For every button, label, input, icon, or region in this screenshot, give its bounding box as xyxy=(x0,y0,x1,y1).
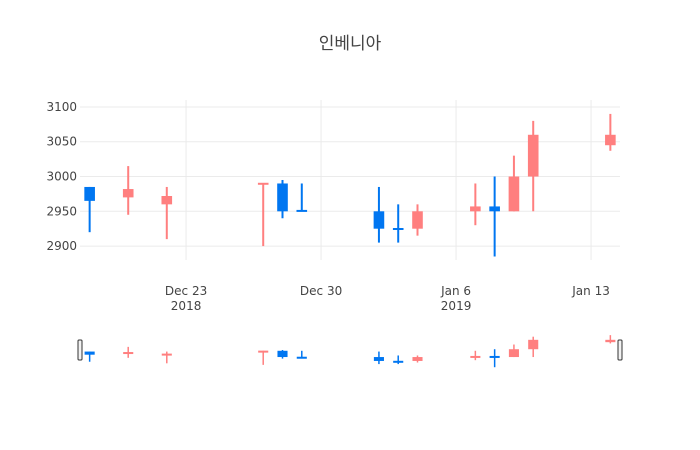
mini-candle xyxy=(412,355,423,363)
candle xyxy=(296,183,308,212)
x-tick-label: Jan 13 xyxy=(571,284,610,298)
candle xyxy=(161,186,173,240)
mini-candle-body xyxy=(508,349,519,358)
candle xyxy=(373,186,385,243)
candle xyxy=(257,182,269,247)
candle xyxy=(84,186,95,233)
mini-candle xyxy=(393,355,404,365)
range-slider-right-handle xyxy=(617,339,623,361)
mini-candle xyxy=(528,336,539,358)
mini-candle-body xyxy=(277,350,288,358)
mini-candle-body xyxy=(161,353,172,356)
y-tick-label: 3050 xyxy=(46,135,77,149)
y-tick-label: 3100 xyxy=(46,100,77,114)
candle xyxy=(527,120,539,212)
candle-body xyxy=(84,186,95,201)
candle-body xyxy=(527,134,539,177)
candle-body xyxy=(470,206,481,212)
mini-candle-body xyxy=(393,360,404,363)
mini-candle-body xyxy=(84,351,95,355)
candle xyxy=(489,176,500,257)
mini-candle-body xyxy=(412,357,423,361)
candle xyxy=(122,166,134,215)
candle-body xyxy=(296,209,308,212)
candle-body xyxy=(392,228,404,230)
candles[interactable] xyxy=(84,113,616,257)
mini-candle-body xyxy=(605,339,616,343)
mini-candle xyxy=(123,346,134,358)
mini-candle xyxy=(508,344,519,358)
mini-candle-body xyxy=(296,356,307,359)
mini-candle xyxy=(277,350,288,359)
mini-candle xyxy=(84,351,95,362)
candle xyxy=(470,183,481,226)
candle xyxy=(508,155,520,212)
mini-candle xyxy=(489,349,500,368)
gridlines xyxy=(80,100,620,260)
mini-candle xyxy=(161,351,172,364)
mini-candle xyxy=(470,350,481,361)
candle xyxy=(605,113,616,151)
candle-body xyxy=(257,182,269,185)
mini-candle xyxy=(605,335,616,344)
range-slider-left-handle xyxy=(77,339,83,361)
candle-body xyxy=(508,176,520,212)
mini-candle xyxy=(258,350,269,365)
candle xyxy=(392,204,404,243)
y-tick-label: 2950 xyxy=(46,204,77,218)
x-tick-label: Jan 6 xyxy=(440,284,471,298)
mini-candle-body xyxy=(528,339,539,350)
mini-candle-body xyxy=(258,350,269,353)
candle-body xyxy=(373,211,385,229)
y-tick-label: 2900 xyxy=(46,239,77,253)
x-tick-year-label: 2019 xyxy=(441,299,472,313)
candle-body xyxy=(489,206,500,212)
mini-candle-body xyxy=(489,355,500,358)
mini-candle xyxy=(373,351,384,365)
candle-body xyxy=(161,196,173,205)
x-tick-label: Dec 23 xyxy=(165,284,207,298)
mini-candle-body xyxy=(123,352,134,355)
x-tick-label: Dec 30 xyxy=(300,284,342,298)
mini-candle-body xyxy=(470,355,481,358)
candle-body xyxy=(412,211,423,229)
chart-title: 인베니아 xyxy=(319,34,382,54)
candle xyxy=(277,180,288,219)
mini-candle xyxy=(296,350,307,359)
y-axis: 2900 2950 3000 3050 3100 xyxy=(46,100,77,253)
candle-body xyxy=(122,189,134,198)
mini-candle-body xyxy=(373,357,384,361)
range-slider[interactable] xyxy=(77,335,623,368)
candle xyxy=(412,204,423,236)
x-tick-year-label: 2018 xyxy=(171,299,202,313)
y-tick-label: 3000 xyxy=(46,170,77,184)
candle-body xyxy=(605,134,616,146)
candle-body xyxy=(277,183,288,212)
